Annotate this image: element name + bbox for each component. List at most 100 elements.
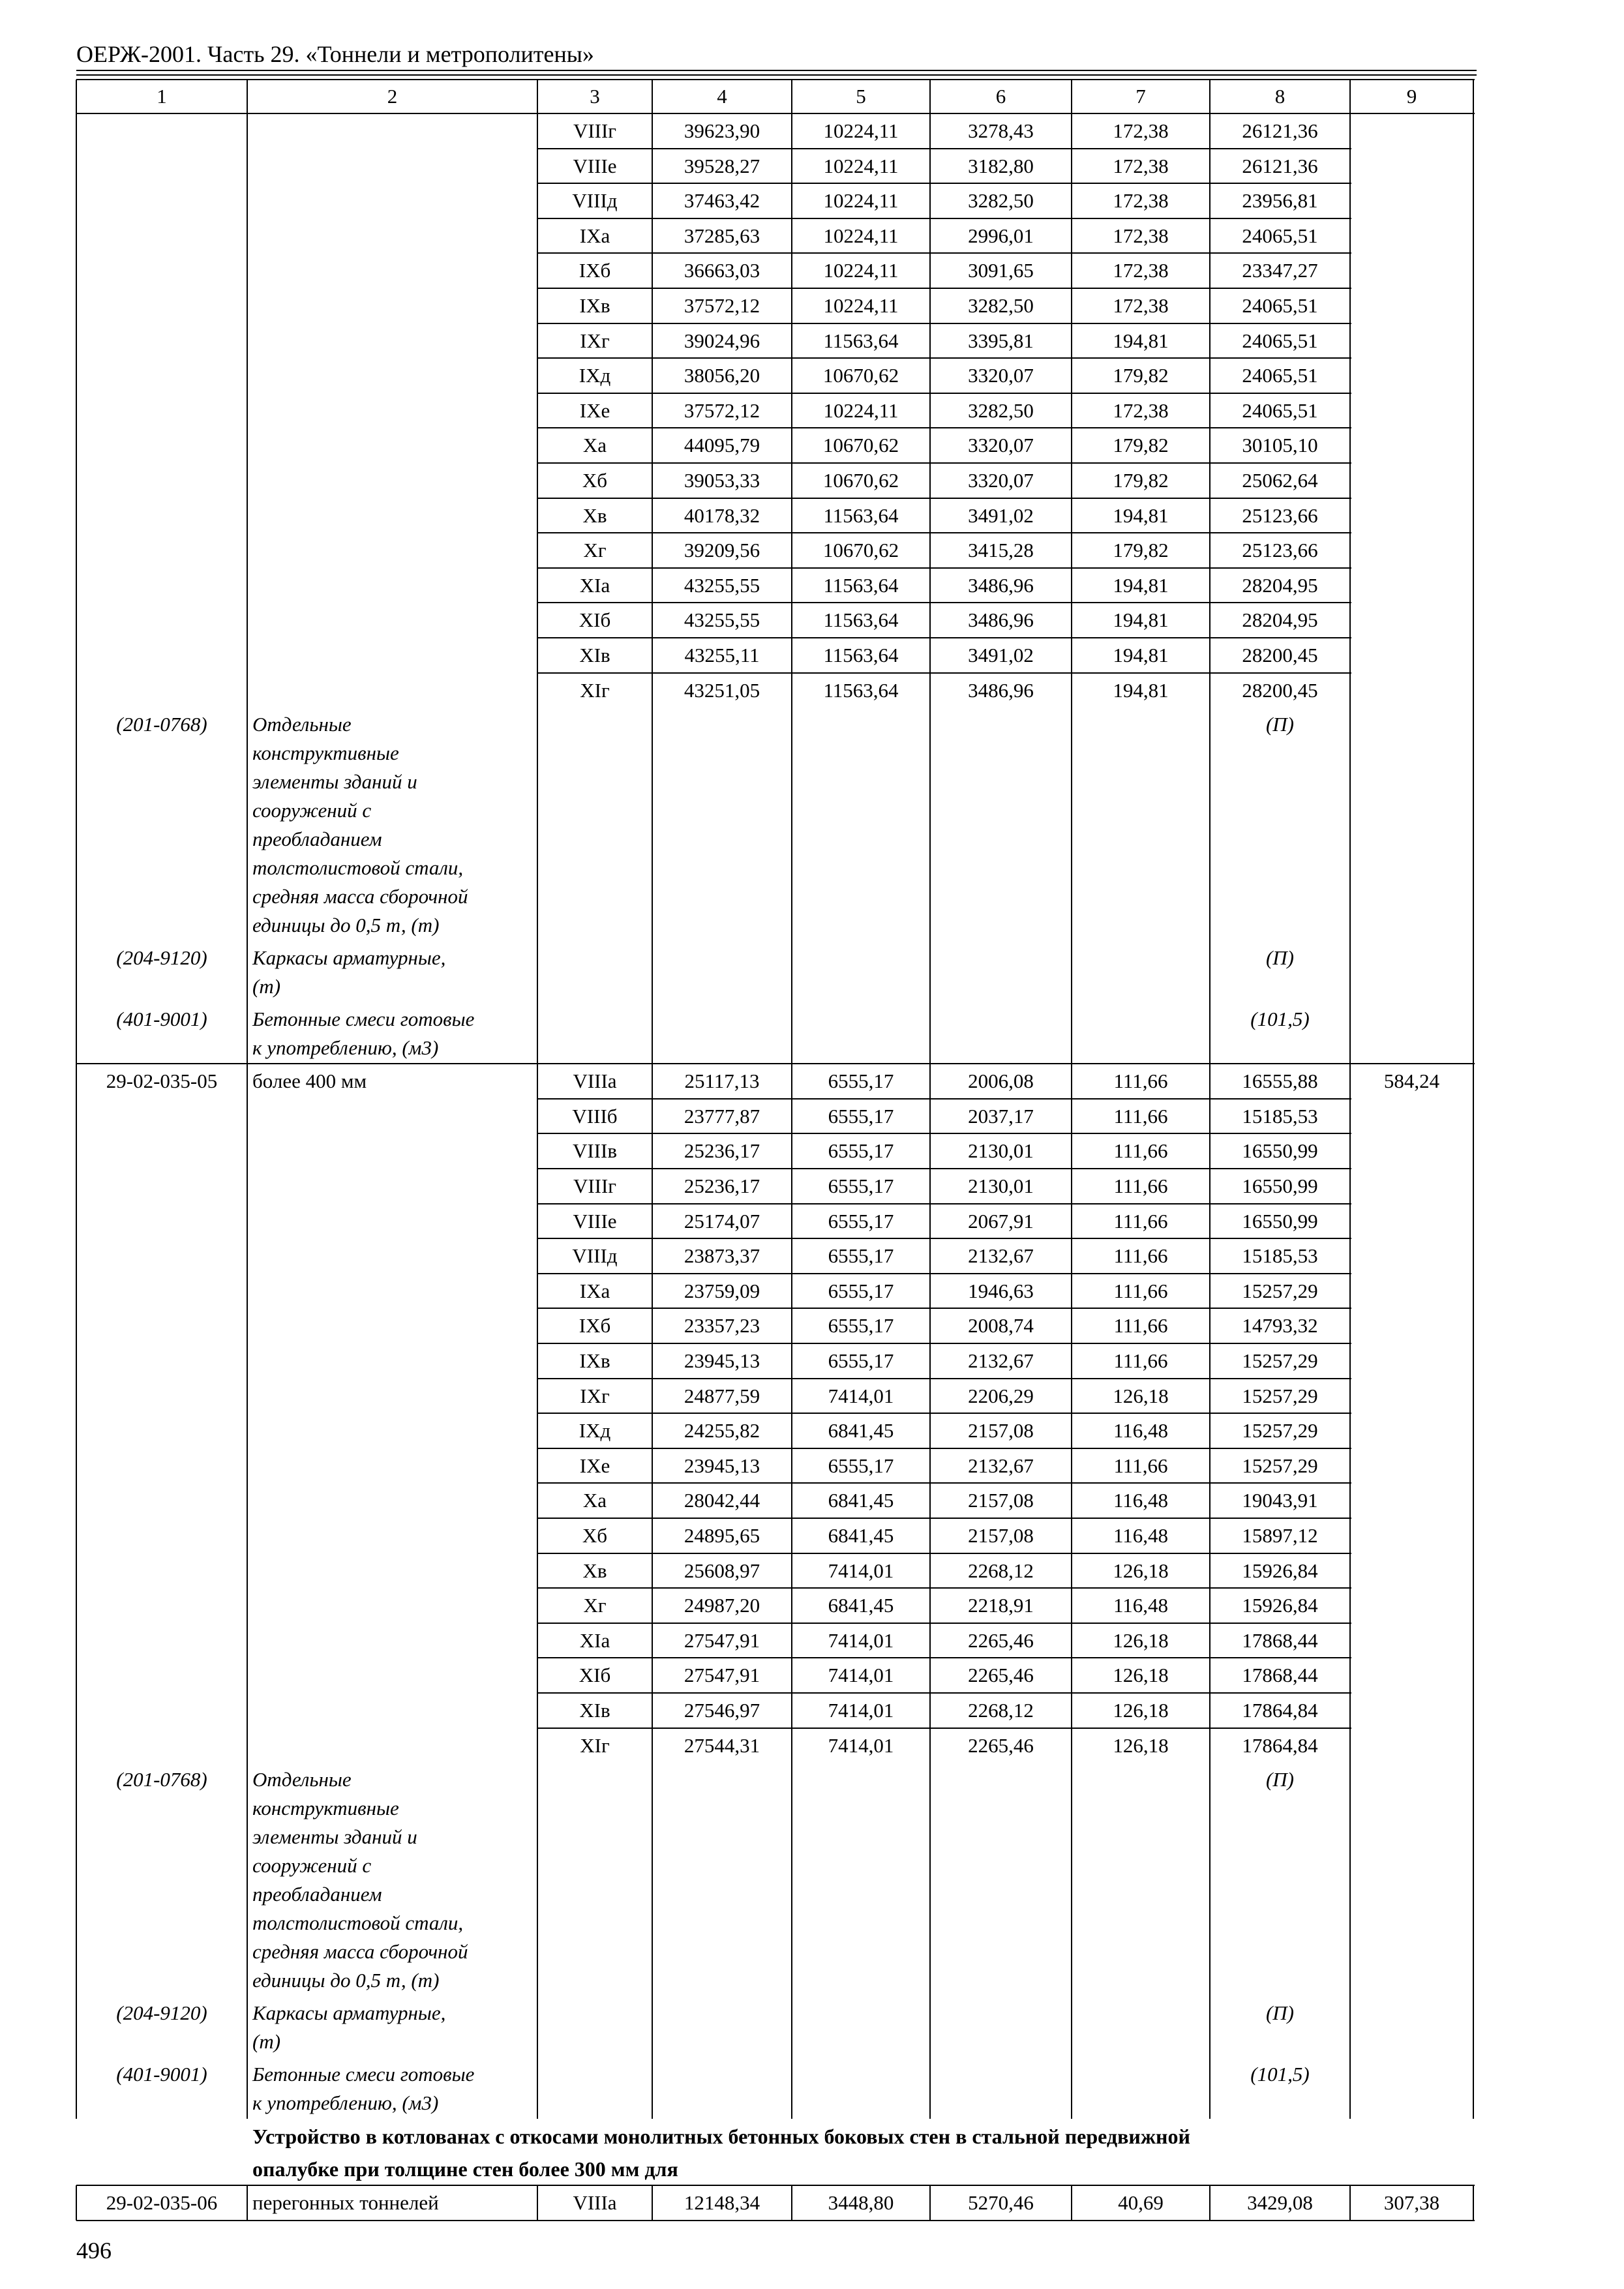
price-value: 25608,97 [684, 1559, 760, 1582]
rule [537, 1518, 1351, 1519]
price-value: 19043,91 [1242, 1489, 1318, 1512]
column-rule [1349, 80, 1351, 2119]
price-value: 3182,80 [968, 154, 1034, 177]
price-value: 2067,91 [968, 1209, 1034, 1233]
price-value: 6555,17 [828, 1314, 894, 1338]
price-value: 24877,59 [684, 1384, 760, 1407]
price-value: 111,66 [1113, 1209, 1168, 1233]
price-value: 16550,99 [1242, 1174, 1318, 1197]
resource-name: Отдельные [252, 1768, 352, 1791]
price-value: 15257,29 [1242, 1419, 1318, 1443]
rule [537, 672, 1351, 674]
price-value: 16555,88 [1242, 1070, 1318, 1093]
zone-label: IXб [579, 1314, 611, 1338]
price-value: 2157,08 [968, 1419, 1034, 1443]
resource-name: элементы зданий и [252, 1825, 417, 1849]
price-value: 7414,01 [828, 1384, 894, 1407]
price-value: 111,66 [1113, 1279, 1168, 1302]
price-value: 2037,17 [968, 1104, 1034, 1128]
rule [537, 1098, 1351, 1100]
price-value: 24065,51 [1242, 364, 1318, 387]
price-value: 39623,90 [684, 119, 760, 142]
rule [537, 183, 1351, 185]
resource-name: Каркасы арматурные, [252, 2001, 446, 2025]
resource-value: (101,5) [1250, 2063, 1310, 2086]
price-value: 126,18 [1113, 1384, 1169, 1407]
zone-label: Xв [582, 503, 607, 527]
zone-label: XIв [579, 644, 610, 666]
resource-name: преобладанием [252, 828, 382, 851]
price-value: 11563,64 [823, 644, 899, 666]
price-value: 116,48 [1113, 1489, 1169, 1512]
item-total: 584,24 [1383, 1070, 1440, 1093]
price-value: 10224,11 [823, 259, 899, 282]
price-value: 38056,20 [684, 364, 760, 387]
price-value: 7414,01 [828, 1628, 894, 1652]
price-value: 3091,65 [968, 259, 1034, 282]
column-rule [247, 80, 248, 2119]
price-value: 24065,51 [1242, 224, 1318, 247]
rule [537, 217, 1351, 219]
price-value: 10670,62 [822, 434, 899, 457]
zone-label: Xв [582, 1559, 607, 1582]
price-value: 6555,17 [828, 1349, 894, 1372]
column-rule [1071, 2185, 1072, 2221]
running-title: ОЕРЖ-2001. Часть 29. «Тоннели и метропол… [76, 41, 594, 67]
resource-name: Отдельные [252, 713, 352, 736]
price-value: 2006,08 [968, 1070, 1034, 1093]
zone-label: VIIIе [573, 1209, 617, 1233]
price-value: 116,48 [1113, 1594, 1169, 1617]
price-value: 2265,46 [968, 1664, 1034, 1687]
zone-label: VIIIд [572, 189, 618, 213]
price-value: 12148,34 [684, 2191, 760, 2215]
item-name: более 400 мм [252, 1070, 367, 1093]
price-value: 179,82 [1113, 469, 1169, 492]
price-value: 3282,50 [968, 398, 1034, 422]
price-value: 23956,81 [1242, 189, 1318, 213]
zone-label: Xа [582, 1489, 607, 1512]
rule [537, 1552, 1351, 1554]
zone-label: XIа [579, 1628, 610, 1652]
price-value: 3486,96 [968, 573, 1034, 597]
price-value: 7414,01 [828, 1699, 894, 1722]
zone-label: IXг [580, 1384, 610, 1407]
price-value: 37572,12 [684, 398, 760, 422]
price-value: 116,48 [1113, 1419, 1169, 1443]
zone-label: VIIIв [573, 1139, 617, 1163]
price-value: 25117,13 [684, 1070, 760, 1093]
price-value: 23873,37 [684, 1244, 760, 1268]
price-value: 37572,12 [684, 294, 760, 317]
price-value: 6841,45 [828, 1419, 894, 1443]
price-value: 10670,62 [822, 469, 899, 492]
resource-name: Бетонные смеси готовые [252, 1008, 475, 1031]
item-code: 29-02-035-06 [106, 2191, 218, 2215]
price-value: 25123,66 [1242, 539, 1318, 562]
price-value: 23777,87 [684, 1104, 760, 1128]
resource-name: средняя масса сборочной [252, 885, 468, 908]
price-value: 39053,33 [684, 469, 760, 492]
price-value: 194,81 [1113, 503, 1169, 527]
item-code: 29-02-035-05 [106, 1070, 218, 1093]
rule [537, 1133, 1351, 1135]
zone-label: IXе [579, 398, 610, 422]
price-value: 179,82 [1113, 364, 1169, 387]
rule [537, 252, 1351, 254]
resource-value: (П) [1265, 713, 1295, 736]
rule [76, 2219, 1475, 2221]
rule [537, 1377, 1351, 1379]
resource-value: (101,5) [1250, 1008, 1310, 1031]
column-rule [929, 2185, 931, 2221]
price-value: 3429,08 [1247, 2191, 1313, 2215]
resource-name: конструктивные [252, 741, 399, 765]
price-value: 27546,97 [684, 1699, 760, 1722]
rule [537, 427, 1351, 429]
section-heading: Устройство в котлованах с откосами монол… [252, 2125, 1190, 2149]
zone-label: VIIIг [573, 1174, 617, 1197]
zone-label: IXд [579, 1419, 611, 1443]
column-number: 6 [995, 85, 1006, 108]
price-value: 2130,01 [968, 1139, 1034, 1163]
zone-label: VIIIг [573, 119, 617, 142]
price-value: 2265,46 [968, 1628, 1034, 1652]
rule [537, 392, 1351, 394]
resource-name: толстолистовой стали, [252, 1911, 464, 1935]
